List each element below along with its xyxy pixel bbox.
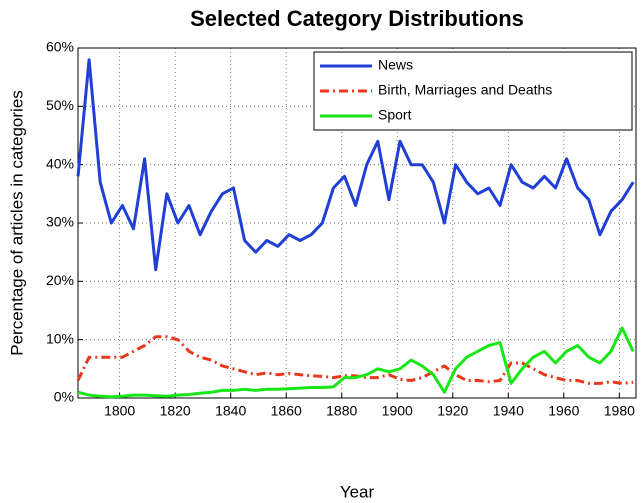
y-tick-label: 40% [46,155,74,171]
x-tick-label: 1940 [493,403,524,419]
chart-title: Selected Category Distributions [190,6,524,31]
x-axis-label: Year [340,482,375,501]
x-tick-label: 1960 [548,403,579,419]
legend-label: News [378,57,413,73]
x-tick-label: 1900 [382,403,413,419]
line-series [77,326,635,399]
legend-label: Sport [378,107,412,123]
x-tick-label: 1840 [215,403,246,419]
x-tick-label: 1980 [604,403,635,419]
y-tick-label: 20% [46,272,74,288]
line-series [76,335,634,385]
y-tick-label: 60% [46,39,74,55]
x-tick-label: 1800 [104,403,135,419]
x-tick-label: 1820 [160,403,191,419]
plot-frame [77,47,637,399]
x-tick-label: 1880 [326,403,357,419]
legend-label: Birth, Marriages and Deaths [378,82,552,98]
y-tick-label: 10% [46,330,74,346]
y-tick-label: 30% [46,214,74,230]
x-tick-label: 1920 [437,403,468,419]
y-tick-label: 0% [54,389,74,405]
y-tick-label: 50% [46,97,74,113]
y-axis-label: Percentage of articles in categories [7,90,26,356]
x-tick-label: 1860 [271,403,302,419]
line-series [76,58,635,272]
